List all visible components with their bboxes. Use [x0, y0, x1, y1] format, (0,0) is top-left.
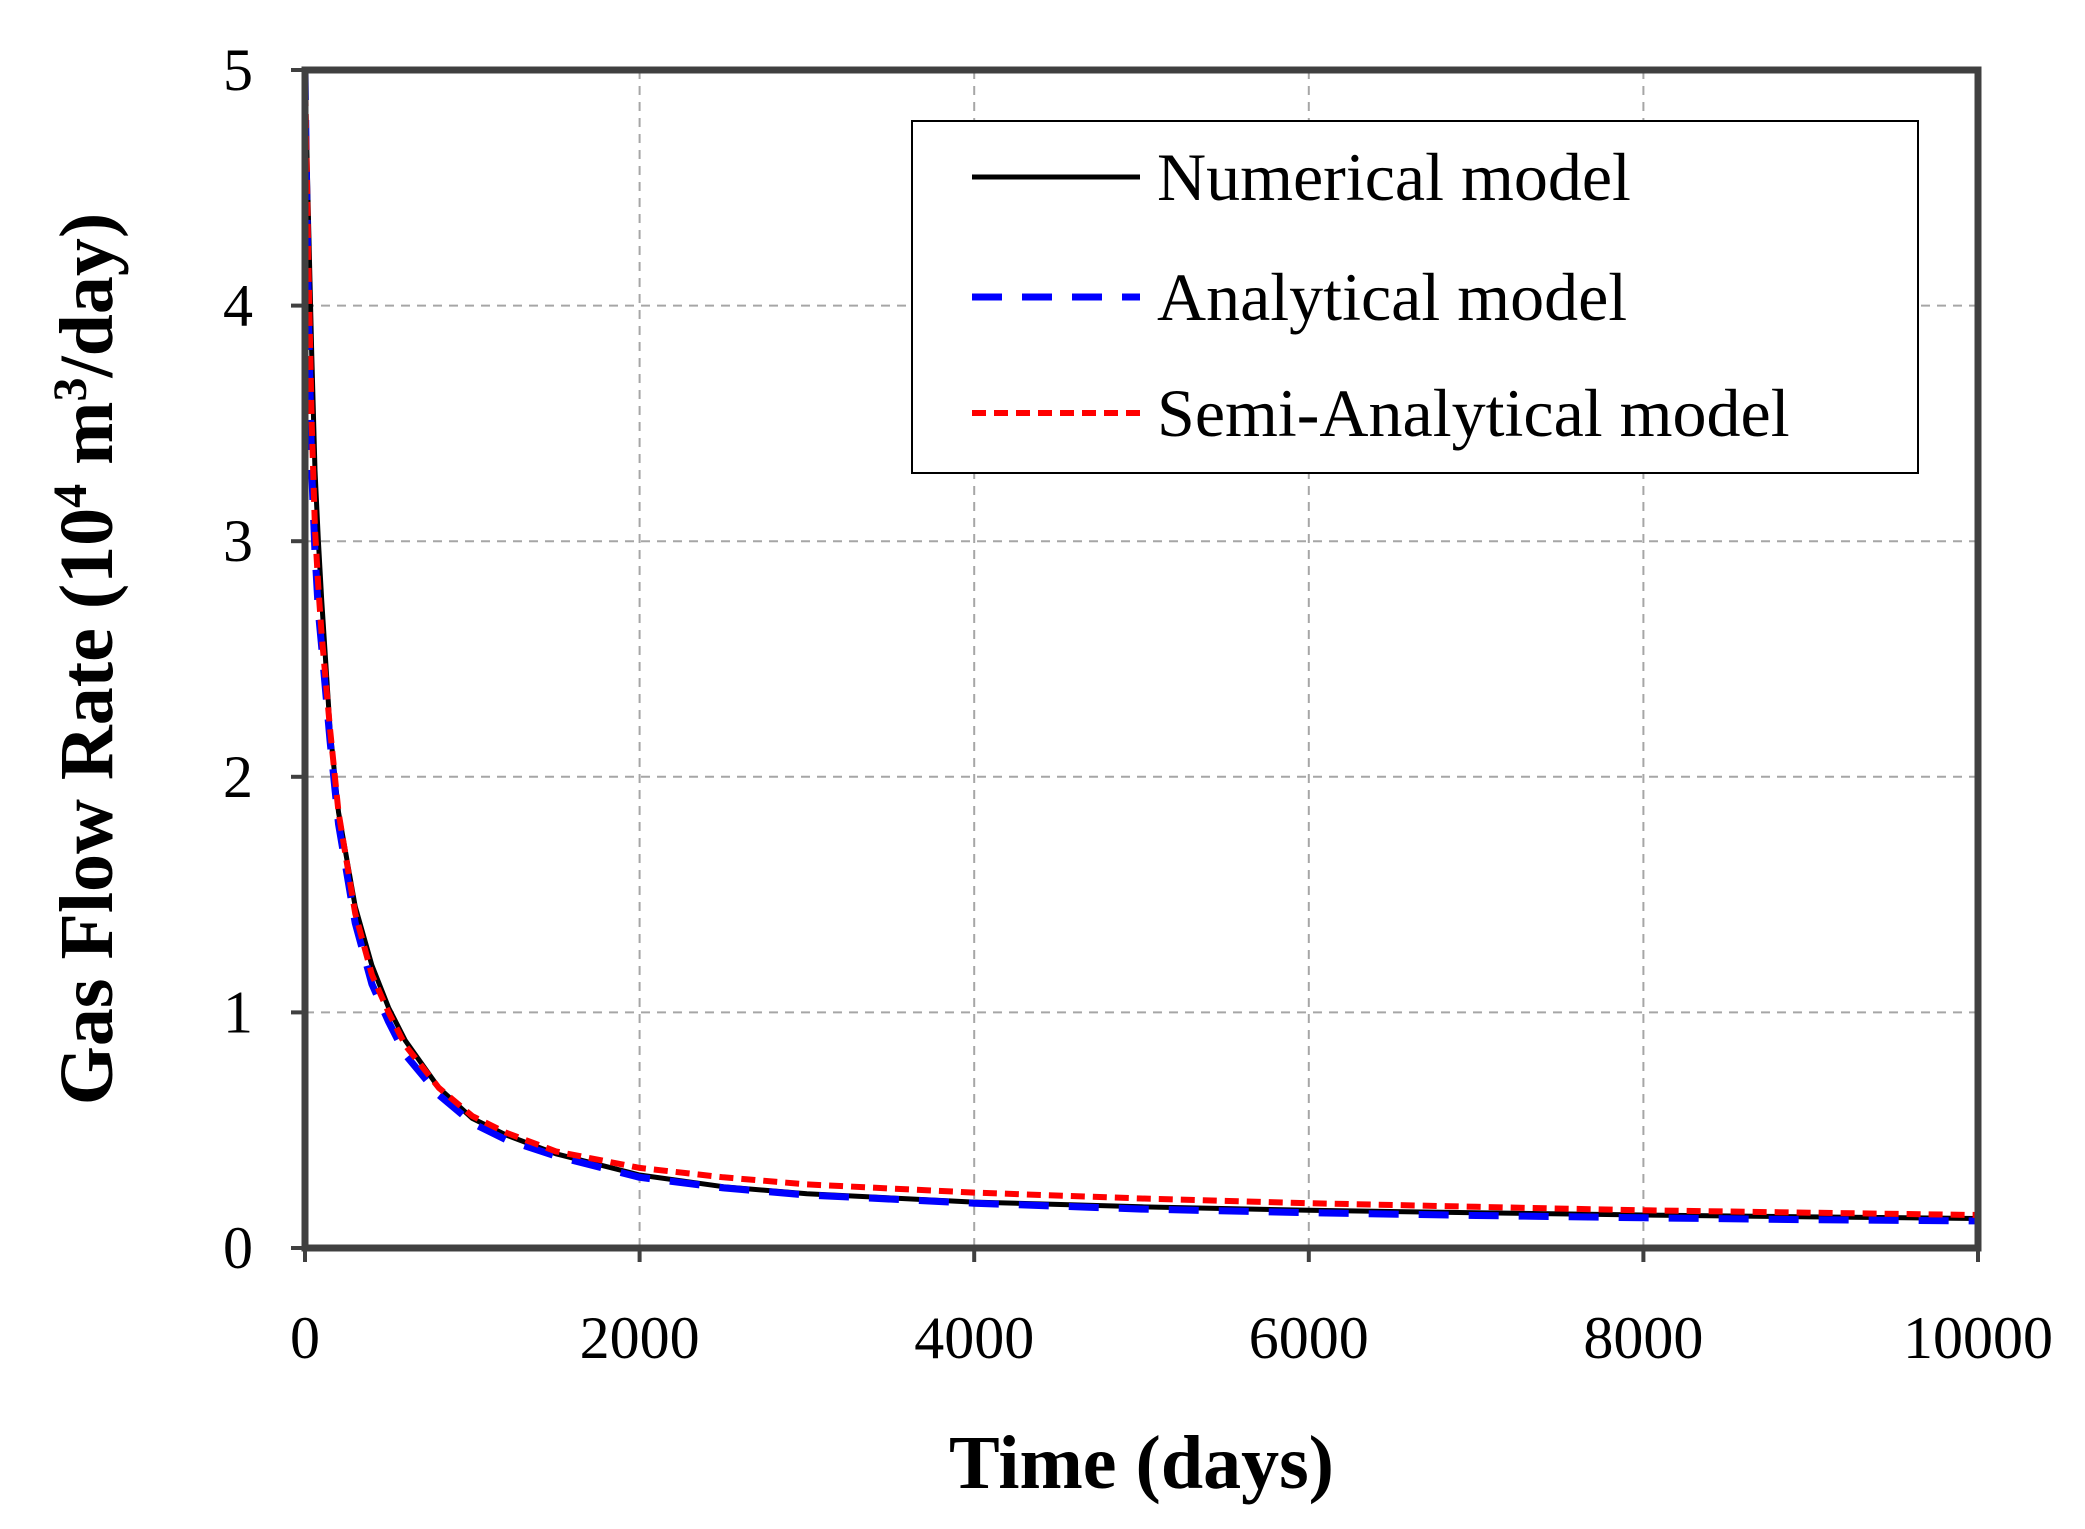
y-tick-label-2: 2: [223, 744, 253, 810]
series-line-analytical-model: [301, 69, 1979, 1225]
legend-label-analytical-model: Analytical model: [1157, 259, 1627, 335]
x-tick-labels: 0 2000 4000 6000 8000 10000: [290, 1305, 2053, 1371]
y-axis-title-sup-3: 3: [44, 378, 97, 402]
plot-frame: [301, 66, 1982, 1252]
x-axis-title: Time (days): [949, 1421, 1334, 1505]
y-tick-label-3: 3: [223, 508, 253, 574]
y-tick-label-5: 5: [223, 37, 253, 103]
legend-label-numerical-model: Numerical model: [1157, 139, 1631, 215]
y-axis-title-prefix: Gas Flow Rate (10: [45, 508, 129, 1105]
x-tick-label-5: 10000: [1903, 1305, 2053, 1371]
legend: Numerical model Analytical model Semi-An…: [911, 120, 1919, 474]
y-axis-title-middle: m: [45, 402, 129, 484]
y-axis-title: Gas Flow Rate (104 m3/day): [44, 213, 129, 1105]
x-tick-label-0: 0: [290, 1305, 320, 1371]
tick-marks: [291, 68, 1980, 1262]
x-tick-label-4: 8000: [1583, 1305, 1703, 1371]
series-line-semi-analytical-model: [302, 69, 1979, 1218]
series-lines: [301, 69, 1979, 1225]
x-tick-label-1: 2000: [580, 1305, 700, 1371]
y-axis-title-suffix: /day): [45, 213, 129, 379]
y-tick-label-4: 4: [223, 273, 253, 339]
x-tick-label-2: 4000: [914, 1305, 1034, 1371]
legend-label-semi-analytical-model: Semi-Analytical model: [1157, 375, 1790, 451]
y-tick-labels: 0 1 2 3 4 5: [223, 37, 253, 1281]
x-tick-label-3: 6000: [1249, 1305, 1369, 1371]
y-tick-label-1: 1: [223, 979, 253, 1045]
y-tick-label-0: 0: [223, 1215, 253, 1281]
y-axis-title-sup-4: 4: [44, 484, 97, 508]
